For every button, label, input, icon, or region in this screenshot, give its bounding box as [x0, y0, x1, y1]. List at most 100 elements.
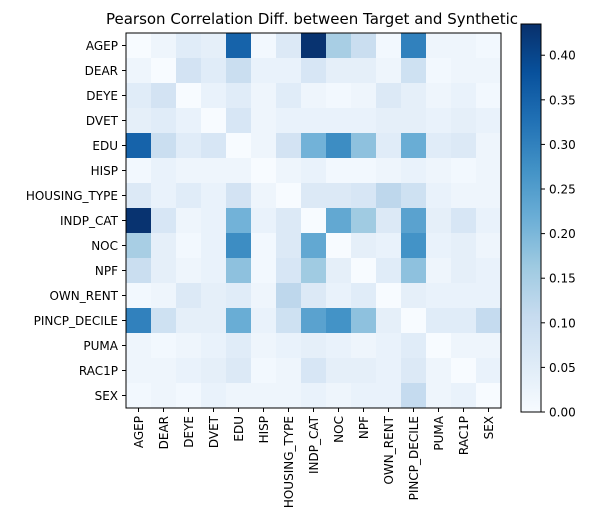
x-axis-tick-labels: AGEP DEAR DEYE DVET EDU HISP HOUSING_TYPE INDP_… — [132, 408, 496, 508]
heatmap-cell — [276, 33, 302, 59]
y-tick-label: INDP_CAT — [60, 214, 119, 228]
heatmap-cell — [376, 58, 402, 84]
heatmap-cell — [201, 183, 227, 209]
heatmap-cell — [201, 58, 227, 84]
heatmap-cell — [451, 283, 477, 309]
heatmap-cell — [326, 383, 352, 409]
heatmap-cell — [201, 33, 227, 59]
heatmap-cell — [451, 158, 477, 184]
heatmap-cell — [326, 333, 352, 359]
heatmap-cell — [126, 158, 152, 184]
heatmap-cell — [251, 308, 277, 334]
heatmap-cell — [301, 83, 327, 109]
heatmap-cell — [276, 233, 302, 259]
heatmap-cell — [476, 58, 502, 84]
heatmap-cell — [276, 58, 302, 84]
heatmap-cell — [201, 208, 227, 234]
heatmap-cell — [301, 233, 327, 259]
x-tick-label: DEYE — [182, 416, 196, 448]
heatmap-cell — [176, 108, 202, 134]
heatmap-cell — [426, 233, 452, 259]
heatmap-cell — [251, 383, 277, 409]
heatmap-cell — [176, 283, 202, 309]
heatmap-cell — [401, 133, 427, 159]
colorbar-tick-label: 0.05 — [549, 361, 576, 375]
heatmap-cell — [451, 358, 477, 384]
heatmap-cell — [301, 208, 327, 234]
heatmap-cell — [301, 283, 327, 309]
y-tick-label: DEYE — [86, 89, 118, 103]
colorbar-tick-label: 0.10 — [549, 316, 576, 330]
heatmap-cell — [176, 208, 202, 234]
y-tick-label: SEX — [95, 389, 118, 403]
heatmap-cell — [451, 33, 477, 59]
heatmap-cell — [151, 33, 177, 59]
heatmap-cell — [401, 358, 427, 384]
heatmap-cell — [326, 183, 352, 209]
heatmap-cell — [351, 33, 377, 59]
x-tick-label: HOUSING_TYPE — [282, 416, 296, 508]
heatmap-cell — [276, 308, 302, 334]
heatmap-cell — [476, 158, 502, 184]
heatmap-cell — [451, 83, 477, 109]
heatmap-cell — [426, 58, 452, 84]
heatmap-cell — [301, 58, 327, 84]
heatmap-cell — [426, 83, 452, 109]
heatmap-cell — [151, 308, 177, 334]
heatmap-cell — [376, 83, 402, 109]
heatmap-cell — [451, 233, 477, 259]
heatmap-cell — [151, 108, 177, 134]
y-tick-label: PINCP_DECILE — [34, 314, 118, 328]
heatmap-cell — [426, 333, 452, 359]
x-tick-label: DEAR — [157, 416, 171, 449]
heatmap-cell — [226, 133, 252, 159]
heatmap-cell — [201, 308, 227, 334]
heatmap-cell — [201, 108, 227, 134]
heatmap-cell — [426, 183, 452, 209]
heatmap-cell — [276, 358, 302, 384]
heatmap-cell — [151, 183, 177, 209]
heatmap-cell — [376, 183, 402, 209]
heatmap-cell — [351, 83, 377, 109]
heatmap-cell — [151, 133, 177, 159]
heatmap-cell — [426, 383, 452, 409]
heatmap-cell — [476, 183, 502, 209]
colorbar-tick-label: 0.25 — [549, 183, 576, 197]
heatmap-cell — [201, 133, 227, 159]
heatmap-cell — [376, 308, 402, 334]
heatmap-cell — [276, 208, 302, 234]
heatmap-cell — [251, 108, 277, 134]
heatmap-cell — [276, 133, 302, 159]
heatmap-cell — [226, 183, 252, 209]
heatmap-cell — [251, 283, 277, 309]
heatmap-cell — [326, 83, 352, 109]
heatmap-cell — [476, 33, 502, 59]
heatmap-cell — [376, 258, 402, 284]
heatmap-cell — [376, 333, 402, 359]
heatmap-cell — [376, 383, 402, 409]
heatmap-cell — [251, 33, 277, 59]
colorbar-tick-label: 0.15 — [549, 272, 576, 286]
y-tick-label: EDU — [92, 139, 118, 153]
heatmap-cell — [251, 358, 277, 384]
heatmap-cells — [126, 33, 502, 409]
heatmap-cell — [401, 283, 427, 309]
y-tick-label: OWN_RENT — [49, 289, 118, 303]
heatmap-cell — [376, 208, 402, 234]
heatmap-cell — [476, 133, 502, 159]
heatmap-cell — [326, 133, 352, 159]
heatmap-cell — [476, 233, 502, 259]
heatmap-cell — [201, 258, 227, 284]
heatmap-cell — [276, 333, 302, 359]
heatmap-cell — [201, 333, 227, 359]
colorbar-tick-label: 0.30 — [549, 138, 576, 152]
x-tick-label: RAC1P — [457, 416, 471, 455]
heatmap-cell — [251, 58, 277, 84]
heatmap-cell — [326, 108, 352, 134]
heatmap-cell — [126, 308, 152, 334]
heatmap-cell — [426, 283, 452, 309]
heatmap-cell — [401, 333, 427, 359]
heatmap-cell — [201, 383, 227, 409]
heatmap-cell — [326, 33, 352, 59]
heatmap-cell — [351, 133, 377, 159]
